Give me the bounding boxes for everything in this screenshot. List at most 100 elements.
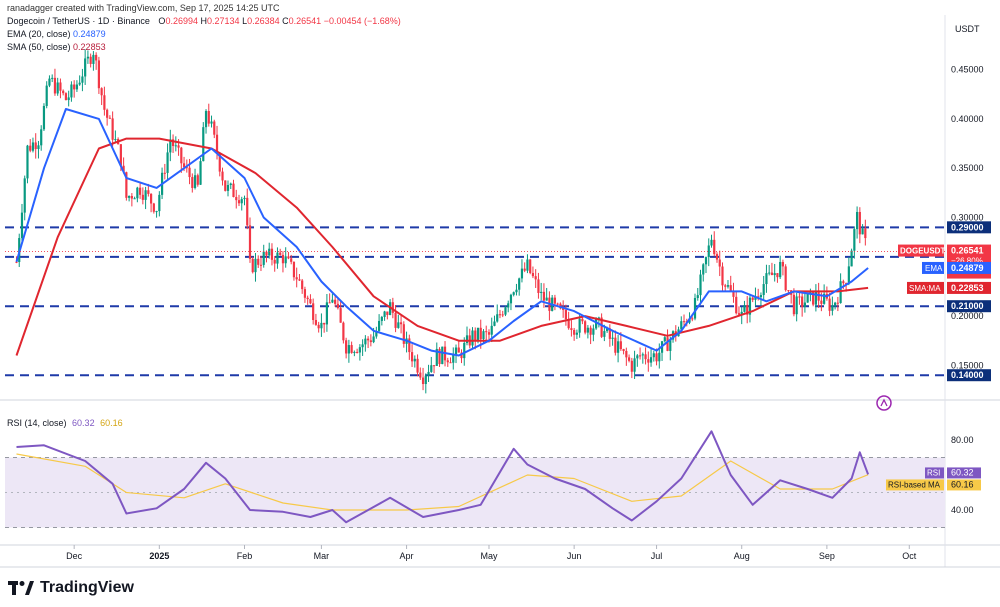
candle	[243, 195, 246, 206]
candle-body	[191, 177, 194, 188]
rsi-legend-label: RSI (14, close)	[7, 418, 67, 428]
level-price-tag-box	[947, 300, 991, 313]
sma-legend[interactable]: SMA (50, close) 0.22853	[7, 41, 106, 53]
candle-body	[781, 261, 785, 267]
candle	[248, 217, 252, 263]
candle-body	[53, 77, 57, 94]
candle	[512, 291, 515, 297]
candle	[507, 300, 510, 313]
candle	[380, 315, 383, 326]
candle-body	[836, 302, 839, 304]
candle	[232, 179, 235, 198]
credit-text: ranadagger created with TradingView.com,…	[7, 3, 280, 13]
candle	[37, 140, 40, 159]
candle-body	[334, 299, 337, 304]
tradingview-logo[interactable]: TradingView	[8, 577, 134, 599]
candle	[149, 193, 153, 213]
candle	[394, 305, 397, 333]
candle-body	[795, 296, 798, 315]
candle-body	[40, 129, 43, 146]
candle	[526, 254, 529, 274]
candle-body	[136, 187, 139, 199]
level-price-tag-label: 0.14000	[951, 370, 984, 380]
candle-body	[111, 118, 114, 140]
candle-body	[520, 268, 524, 279]
candle-body	[562, 308, 565, 310]
candle-body	[248, 225, 252, 259]
candle	[537, 272, 540, 299]
candle-body	[257, 258, 260, 265]
candle	[520, 259, 524, 283]
currency-unit[interactable]: USDT	[955, 24, 980, 34]
candle-body	[221, 171, 224, 181]
candle	[95, 52, 98, 70]
rsi-tag: RSI 60.32	[925, 467, 981, 479]
candle-body	[507, 303, 510, 308]
candle-body	[523, 268, 526, 271]
candle-body	[391, 302, 394, 313]
rsi-ma-tag: RSI-based MA 60.16	[886, 479, 981, 491]
candle-body	[839, 281, 842, 304]
candle	[834, 301, 837, 310]
candle	[551, 295, 554, 312]
candle	[139, 182, 142, 199]
candle-body	[45, 85, 48, 106]
candle-body	[128, 195, 131, 198]
candle	[625, 347, 628, 366]
candle-body	[476, 327, 480, 341]
high-label: H	[200, 16, 208, 26]
candle	[847, 257, 850, 286]
candle-body	[427, 371, 430, 376]
candle-body	[578, 318, 581, 333]
candle-body	[691, 318, 694, 320]
event-icon-glyph	[880, 398, 888, 407]
rsi-tag-value: 60.32	[951, 467, 974, 477]
candle-body	[820, 300, 823, 304]
candle-body	[779, 261, 782, 278]
candle	[779, 255, 782, 279]
candle-body	[743, 305, 746, 312]
candle	[26, 144, 29, 184]
candle	[737, 306, 741, 316]
rsi-axis-tick-label: 80.00	[951, 435, 974, 445]
candle-body	[485, 331, 488, 333]
candle	[836, 296, 839, 312]
candle	[463, 337, 466, 366]
candle	[803, 293, 806, 313]
rsi-legend[interactable]: RSI (14, close) 60.32 60.16	[7, 418, 123, 428]
candle	[350, 341, 353, 354]
candle	[457, 340, 460, 353]
candle	[317, 321, 320, 333]
candle-body	[29, 145, 32, 151]
candle	[399, 314, 403, 334]
candle-body	[630, 360, 633, 372]
candle	[622, 348, 625, 355]
candle-body	[721, 266, 724, 286]
price-axis-tick-label: 0.35000	[951, 163, 984, 173]
candle-body	[858, 211, 861, 235]
candle	[81, 68, 84, 92]
candle	[504, 305, 507, 317]
candle-body	[471, 330, 474, 346]
candle-body	[421, 377, 425, 385]
candle	[460, 349, 463, 364]
candle-body	[647, 359, 650, 363]
change-value: −0.00454 (−1.68%)	[323, 16, 401, 26]
candle	[309, 294, 312, 305]
rsi-line	[16, 430, 870, 524]
candle	[56, 77, 59, 96]
time-axis-tick-label: Jul	[651, 551, 663, 561]
candle	[735, 290, 738, 315]
candle-body	[122, 165, 125, 173]
candle	[70, 81, 73, 102]
candle	[169, 129, 172, 162]
candle	[386, 311, 389, 320]
ema-legend[interactable]: EMA (20, close) 0.24879	[7, 28, 106, 40]
candle-body	[377, 320, 381, 331]
candle-body	[729, 285, 732, 291]
candle	[861, 224, 864, 235]
candle	[855, 206, 859, 239]
rsi-tag-value-box	[947, 467, 981, 479]
candle	[611, 329, 614, 346]
